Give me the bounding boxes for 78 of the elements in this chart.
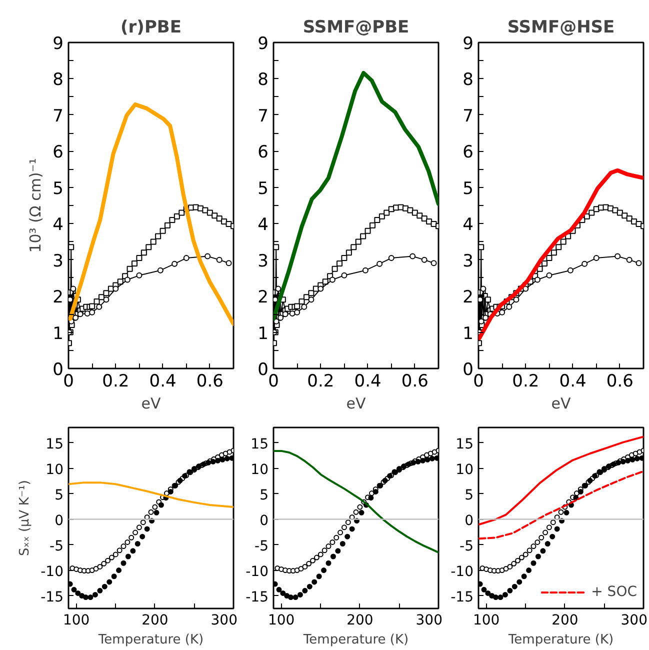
y-tick-label: -15 <box>246 589 269 606</box>
x-axis-title: eV <box>346 394 366 412</box>
y-tick-label: 5 <box>258 178 269 199</box>
y-tick-label: -10 <box>450 564 474 580</box>
y-tick-label: 2 <box>52 288 64 308</box>
x-tick-label: 0.2 <box>307 372 334 392</box>
y-tick-label: -10 <box>246 564 269 580</box>
x-tick-label: 100 <box>62 612 90 628</box>
y-tick-label: 3 <box>52 251 64 272</box>
y-tick-label: 10 <box>46 462 64 478</box>
y-tick-label: 0 <box>464 512 474 529</box>
y-tick-label: 5 <box>52 178 64 199</box>
y-tick-label: 8 <box>52 70 64 90</box>
y-tick-label: 8 <box>258 70 269 90</box>
y-tick-label: 5 <box>54 487 64 504</box>
y-tick-label: 5 <box>464 487 474 504</box>
y-tick-label: 6 <box>462 142 474 163</box>
legend-label: + SOC <box>591 584 637 600</box>
y-tick-label: 1 <box>258 324 269 344</box>
x-axis-title: eV <box>551 394 572 412</box>
y-tick-label: 6 <box>258 142 269 163</box>
x-tick-label: 0.2 <box>102 372 130 392</box>
x-tick-label: 0.2 <box>512 372 540 392</box>
y-tick-label: -10 <box>40 564 64 580</box>
y-tick-label: -15 <box>40 589 64 606</box>
y-tick-label: 15 <box>456 436 474 452</box>
y-tick-label: 9 <box>52 34 64 54</box>
x-tick-label: 100 <box>472 612 500 628</box>
y-tick-label: 8 <box>462 70 474 90</box>
y-tick-label: 2 <box>462 288 474 308</box>
x-axis-title: Temperature (K) <box>507 632 614 648</box>
y-tick-label: 15 <box>250 436 269 452</box>
x-tick-label: 0.4 <box>559 372 586 392</box>
y-tick-label: 3 <box>258 251 269 272</box>
y-tick-label: -5 <box>460 538 474 554</box>
x-tick-label: 0.6 <box>606 372 634 392</box>
y-tick-label: 7 <box>258 106 269 126</box>
y-tick-label: 15 <box>46 436 64 452</box>
x-tick-label: 200 <box>142 612 168 628</box>
x-tick-label: 300 <box>620 612 648 628</box>
x-tick-label: 200 <box>346 612 374 628</box>
y-tick-label: 5 <box>260 487 269 504</box>
x-axis-title: eV <box>141 394 162 412</box>
x-tick-label: 300 <box>210 612 238 628</box>
y-tick-label: 4 <box>462 215 474 236</box>
x-axis-title: Temperature (K) <box>97 632 204 648</box>
y-axis-title: Sₓₓ (μV K⁻¹) <box>18 480 33 556</box>
x-tick-label: 0.6 <box>196 372 224 392</box>
y-tick-label: 5 <box>462 178 474 199</box>
chart-title: SSMF@PBE <box>302 18 410 38</box>
x-tick-label: 200 <box>552 612 578 628</box>
y-axis-title: 10³ (Ω cm)⁻¹ <box>26 158 45 253</box>
y-tick-label: 1 <box>52 324 64 344</box>
x-tick-label: 0.4 <box>149 372 176 392</box>
x-tick-label: 0.4 <box>354 372 382 392</box>
y-tick-label: 1 <box>462 324 474 344</box>
y-tick-label: 9 <box>462 34 474 54</box>
y-tick-label: 9 <box>258 34 269 54</box>
y-tick-label: 0 <box>260 512 269 529</box>
y-tick-label: 4 <box>52 215 64 236</box>
y-tick-label: 0 <box>54 512 64 529</box>
x-axis-title: Temperature (K) <box>302 632 409 648</box>
y-tick-label: 10 <box>250 462 269 478</box>
y-tick-label: -5 <box>50 538 64 554</box>
y-tick-label: -5 <box>254 538 269 554</box>
x-tick-label: 0.6 <box>401 372 428 392</box>
x-tick-label: 300 <box>416 612 443 628</box>
y-tick-label: -15 <box>450 589 474 606</box>
y-tick-label: 7 <box>52 106 64 126</box>
chart-title: SSMF@HSE <box>507 18 615 38</box>
y-tick-label: 10 <box>456 462 474 478</box>
y-tick-label: 7 <box>462 106 474 126</box>
y-tick-label: 2 <box>258 288 269 308</box>
y-tick-label: 4 <box>258 215 269 236</box>
chart-title: (r)PBE <box>120 18 182 38</box>
y-tick-label: 3 <box>462 251 474 272</box>
y-tick-label: 6 <box>52 142 64 163</box>
x-tick-label: 100 <box>268 612 295 628</box>
